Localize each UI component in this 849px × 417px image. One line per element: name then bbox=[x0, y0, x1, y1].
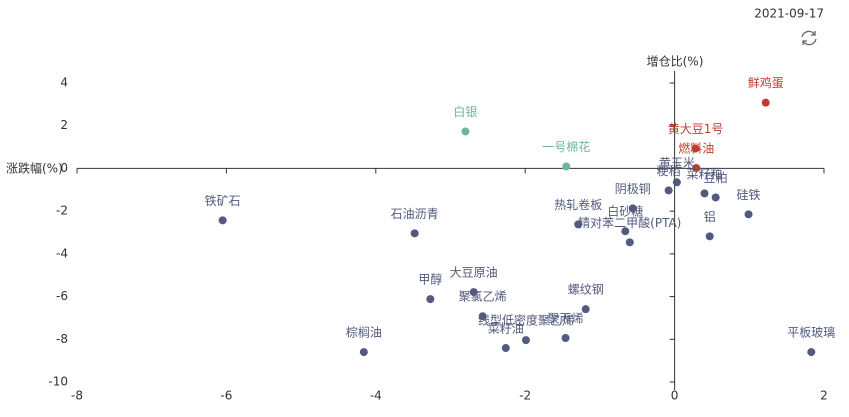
y-tick-label: -8 bbox=[56, 332, 68, 346]
point-label: 一号棉花 bbox=[542, 139, 590, 154]
point bbox=[581, 305, 590, 314]
point-label: 铁矿石 bbox=[205, 194, 241, 208]
point-label: 豆粕 bbox=[704, 170, 728, 185]
refresh-arc[interactable] bbox=[802, 38, 817, 46]
y-tick-label: -2 bbox=[56, 204, 68, 218]
point-label: 聚氯乙烯 bbox=[459, 290, 507, 304]
date: 2021-09-17 bbox=[754, 7, 824, 21]
point-label: 聚丙烯 bbox=[548, 312, 584, 326]
x-axis-title: 增仓比(%) bbox=[647, 55, 704, 69]
point-label: 粳稻 bbox=[657, 164, 681, 178]
point-label: 铝 bbox=[704, 209, 716, 224]
x-tick-label: -2 bbox=[519, 389, 531, 403]
point bbox=[672, 178, 681, 187]
point bbox=[501, 344, 510, 353]
point-label: 棕榈油 bbox=[346, 325, 382, 340]
y-tick-label: -10 bbox=[48, 375, 68, 389]
point bbox=[621, 227, 630, 236]
point-label: 平板玻璃 bbox=[787, 326, 835, 340]
point-label: 黄大豆1号 bbox=[668, 122, 724, 136]
point bbox=[664, 186, 673, 195]
point bbox=[574, 220, 583, 229]
point-label: 阴极铜 bbox=[615, 181, 651, 196]
point-label: 黄玉米 bbox=[659, 156, 695, 170]
point-label: 白砂糖 bbox=[607, 204, 643, 219]
point bbox=[628, 204, 637, 213]
refresh-arc[interactable] bbox=[801, 30, 816, 38]
point-label: 螺纹钢 bbox=[568, 283, 604, 297]
point bbox=[218, 216, 227, 225]
point-label: 精对苯二甲酸(PTA) bbox=[578, 215, 681, 230]
point bbox=[705, 232, 714, 241]
point-label: 菜籽粕 bbox=[686, 166, 722, 181]
x-tick-label: 0 bbox=[671, 389, 679, 403]
point bbox=[469, 288, 478, 297]
point bbox=[478, 312, 487, 321]
x-tick-label: -4 bbox=[370, 389, 382, 403]
y-tick-label: 2 bbox=[60, 118, 68, 132]
point bbox=[711, 193, 720, 202]
point bbox=[410, 229, 419, 238]
point bbox=[426, 295, 435, 304]
y-tick-label: 0 bbox=[60, 161, 68, 175]
point-label: 甲醇 bbox=[418, 272, 442, 287]
x-tick-label: 2 bbox=[820, 389, 828, 403]
point bbox=[561, 334, 570, 343]
point-label: 白银 bbox=[453, 104, 477, 119]
point bbox=[625, 238, 634, 247]
point bbox=[691, 144, 700, 153]
x-tick-label: -8 bbox=[71, 389, 83, 403]
point-label: 硅铁 bbox=[737, 188, 761, 202]
refresh-arrow[interactable] bbox=[802, 40, 807, 45]
point bbox=[562, 162, 571, 171]
y-tick-label: -4 bbox=[56, 246, 68, 260]
point-label: 菜籽油 bbox=[488, 322, 524, 336]
y-tick-label: -6 bbox=[56, 289, 68, 303]
point bbox=[761, 98, 770, 107]
point bbox=[692, 164, 701, 173]
y-tick-label: 4 bbox=[60, 76, 68, 90]
point-label: 鲜鸡蛋 bbox=[748, 75, 784, 90]
point-label: 燃料油 bbox=[678, 141, 714, 156]
point bbox=[521, 336, 530, 345]
refresh-button[interactable] bbox=[801, 30, 817, 46]
refresh-arrow[interactable] bbox=[811, 31, 816, 36]
point-label: 大豆原油 bbox=[450, 266, 498, 280]
point-label: 线型低密度聚乙烯 bbox=[478, 313, 574, 328]
point bbox=[744, 210, 753, 219]
point bbox=[461, 127, 470, 136]
point-label: 热轧卷板 bbox=[554, 197, 602, 212]
x-tick-label: -6 bbox=[220, 389, 232, 403]
point-label: 石油沥青 bbox=[391, 207, 439, 221]
point bbox=[359, 348, 368, 357]
point bbox=[700, 189, 709, 198]
point bbox=[807, 348, 816, 357]
y-axis-title: 涨跌幅(%) bbox=[6, 161, 63, 176]
